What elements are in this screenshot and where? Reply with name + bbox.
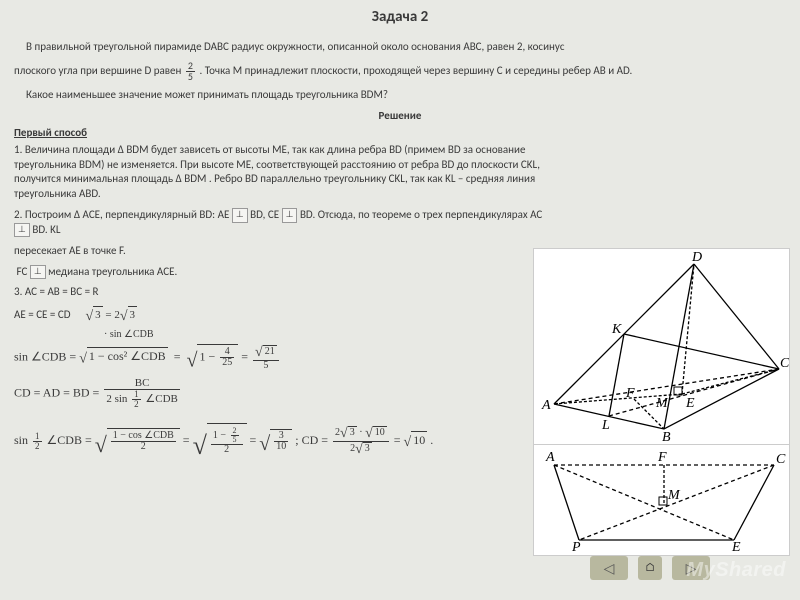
problem-text-2: плоского угла при вершине D равен [14,64,181,77]
n: BC [104,378,180,390]
solution-header: Решение [14,109,786,122]
label-C2: C [776,452,786,467]
problem-text-4: AB и AD. [593,64,632,77]
label-D: D [691,250,702,265]
n: √21 [253,345,279,361]
label-A: A [541,398,551,413]
next-button[interactable]: ▷ [672,556,710,580]
home-button[interactable]: ⌂ [638,556,662,580]
s5: AE = CE = CD [14,308,71,321]
label-K: K [611,322,622,337]
d2: ∠CDB [145,393,177,405]
label-F: F [625,386,635,401]
problem-statement-2: плоского угла при вершине D равен 2 5 . … [14,61,786,82]
f3-inner: 1 − cos² ∠CDB [87,347,168,364]
frac-den: 5 [186,72,195,82]
label-F2: F [657,450,667,465]
s2a: 2. Построим Δ ACE, перпендикулярный BD: … [14,208,229,221]
step-1: 1. Величина площади Δ BDM будет зависеть… [14,143,554,202]
diagrams-panel: D K A B C L F M E A C P E M F [533,248,788,556]
s3a: FC [17,265,28,278]
nav-buttons: ◁ ⌂ ▷ [590,556,710,580]
pyramid-diagram: D K A B C L F M E [533,248,790,445]
d: 2 sin 12 ∠CDB [104,390,180,409]
label-M: M [655,396,669,411]
label-C: C [780,356,790,371]
problem-question: Какое наименьшее значение может принимат… [14,88,786,103]
perp-icon: ⊥ [14,223,30,237]
method-header: Первый способ [14,126,786,139]
problem-title: Задача 2 [0,0,800,40]
label-B: B [662,430,671,445]
d: 2 [111,442,176,452]
d: 10 [274,442,288,452]
f5-half: ∠CDB = [47,433,92,447]
s2c: BD. Отсюда, по теореме о трех перпендику… [300,208,542,221]
label-M2: M [667,488,681,503]
d: 25 [220,358,234,368]
s2b: BD, CE [250,208,279,221]
label-A2: A [545,450,555,465]
prev-button[interactable]: ◁ [590,556,628,580]
plan-diagram: A C P E M F [533,445,790,556]
f4-lhs: CD = AD = BD = [14,386,99,400]
n: 1 − 25 [211,427,243,445]
d1: 2 sin [106,393,127,405]
f3-eq: = [174,349,181,363]
d: 5 [253,361,279,371]
step-2: 2. Построим Δ ACE, перпендикулярный BD: … [14,208,554,238]
f3-lhs: sin ∠CDB = [14,349,76,363]
s3b: медиана треугольника ACE. [48,265,177,278]
label-P: P [571,540,581,555]
f5-cd: ; CD = [295,433,328,447]
label-E: E [685,396,695,411]
problem-text-3: . Точка M принадлежит плоскости, проходя… [199,64,590,77]
perp-icon: ⊥ [282,208,298,222]
s2d: BD. KL [32,223,60,236]
formula-sqrt3: √3 = 2√3 [85,309,137,321]
perp-icon: ⊥ [30,265,46,279]
fraction-2-5: 2 5 [186,61,195,82]
f5-lhs: sin [14,433,28,447]
d: 2√3 [333,442,389,457]
problem-text-1: В правильной треугольной пирамиде DABC р… [26,40,565,53]
perp-icon: ⊥ [232,208,248,222]
n: 2√3 · √10 [333,426,389,442]
problem-statement: В правильной треугольной пирамиде DABC р… [14,40,786,55]
label-E2: E [731,540,741,555]
label-L: L [601,418,610,433]
d: 2 [211,445,243,455]
